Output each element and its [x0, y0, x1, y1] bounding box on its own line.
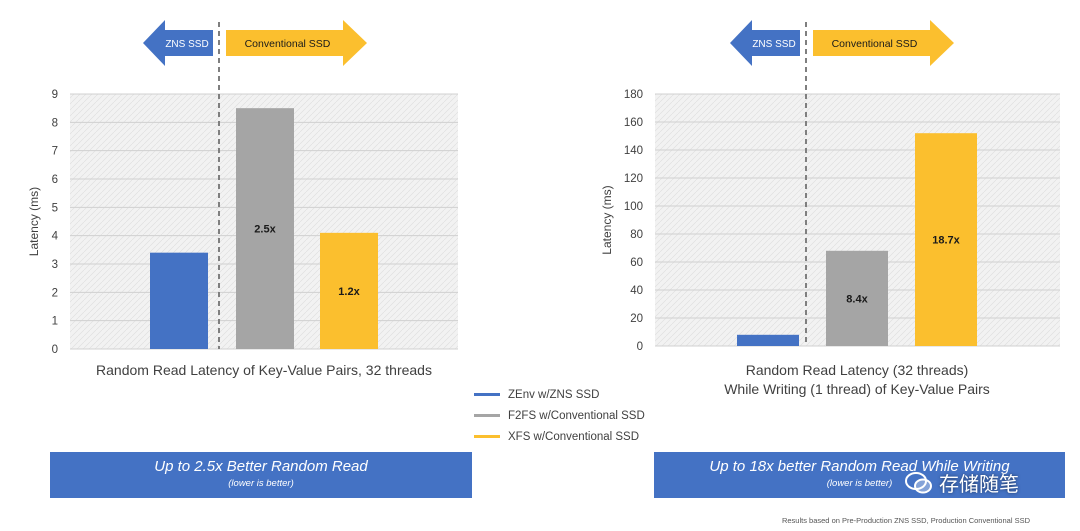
y-tick-label: 2: [52, 287, 58, 299]
y-tick-label: 80: [630, 229, 643, 241]
legend-swatch-xfs: [474, 435, 500, 438]
zns-arrow-label: ZNS SSD: [165, 39, 208, 50]
bar-data-label: 2.5x: [254, 224, 276, 236]
bar-data-label: 18.7x: [932, 235, 960, 247]
footnote: Results based on Pre-Production ZNS SSD,…: [781, 516, 1030, 525]
y-tick-label: 0: [52, 344, 58, 356]
y-tick-label: 140: [624, 145, 643, 157]
bar-2: [826, 250, 888, 346]
y-tick-label: 5: [52, 202, 58, 214]
banner-left: Up to 2.5x Better Random Read (lower is …: [50, 452, 472, 498]
conventional-arrow-label: Conventional SSD: [245, 38, 331, 50]
banner-right-sub: (lower is better): [826, 478, 893, 489]
banner-right-main: Up to 18x better Random Read While Writi…: [709, 458, 1010, 475]
y-tick-label: 100: [624, 201, 643, 213]
watermark: 存储随笔: [905, 468, 1019, 497]
zns-arrow: [143, 20, 213, 66]
conventional-arrow: [813, 20, 954, 66]
watermark-text: 存储随笔: [939, 474, 1019, 496]
y-tick-label: 120: [624, 173, 643, 185]
y-tick-label: 0: [637, 341, 643, 353]
legend-swatch-f2fs: [474, 414, 500, 417]
y-tick-label: 1: [52, 316, 58, 328]
y-tick-label: 160: [624, 117, 643, 129]
legend-item: XFS w/Conventional SSD: [474, 426, 645, 447]
y-tick-label: 20: [630, 313, 643, 325]
legend-label-xfs: XFS w/Conventional SSD: [508, 430, 640, 443]
banner-left-main: Up to 2.5x Better Random Read: [154, 458, 368, 475]
legend-label-zenv: ZEnv w/ZNS SSD: [508, 388, 600, 401]
y-tick-label: 9: [52, 89, 58, 101]
bar-3: [320, 232, 378, 349]
bar-2: [236, 108, 294, 350]
chart-title: Random Read Latency (32 threads): [746, 362, 969, 378]
bar-data-label: 1.2x: [338, 286, 360, 298]
zns-arrow: [730, 20, 800, 66]
legend: ZEnv w/ZNS SSD F2FS w/Conventional SSD X…: [474, 384, 645, 447]
bar-3: [915, 133, 977, 346]
chart-title: While Writing (1 thread) of Key-Value Pa…: [724, 381, 990, 397]
bar-1: [737, 334, 799, 346]
wechat-icon: [905, 471, 932, 493]
legend-item: ZEnv w/ZNS SSD: [474, 384, 645, 405]
conventional-arrow-label: Conventional SSD: [832, 38, 918, 50]
y-tick-label: 7: [52, 146, 58, 158]
bar-1: [150, 252, 208, 349]
bar-data-label: 8.4x: [846, 293, 868, 305]
y-axis-label: Latency (ms): [27, 187, 41, 256]
conventional-arrow: [226, 20, 367, 66]
y-tick-label: 4: [52, 231, 59, 243]
chart-1: 0 1 2 3 4 5 6 7 8 9 Latency (ms) 2.5x 1.2x Random Rea…: [27, 20, 458, 378]
y-tick-label: 60: [630, 257, 643, 269]
banner-right: Up to 18x better Random Read While Writi…: [654, 452, 1065, 498]
zns-arrow-label: ZNS SSD: [752, 39, 795, 50]
y-tick-label: 40: [630, 285, 643, 297]
y-tick-label: 3: [52, 259, 58, 271]
legend-swatch-zenv: [474, 393, 500, 396]
chart-title: Random Read Latency of Key-Value Pairs, …: [96, 362, 432, 378]
legend-item: F2FS w/Conventional SSD: [474, 405, 645, 426]
y-tick-label: 180: [624, 89, 643, 101]
legend-label-f2fs: F2FS w/Conventional SSD: [508, 409, 645, 422]
chart-2: 0 20 40 60 80 100 120 140 160 180 Latency (ms) 8.4x…: [600, 20, 1060, 397]
y-tick-label: 8: [52, 117, 58, 129]
banner-left-sub: (lower is better): [228, 478, 294, 489]
y-axis-label: Latency (ms): [600, 185, 614, 254]
y-tick-label: 6: [52, 174, 58, 186]
